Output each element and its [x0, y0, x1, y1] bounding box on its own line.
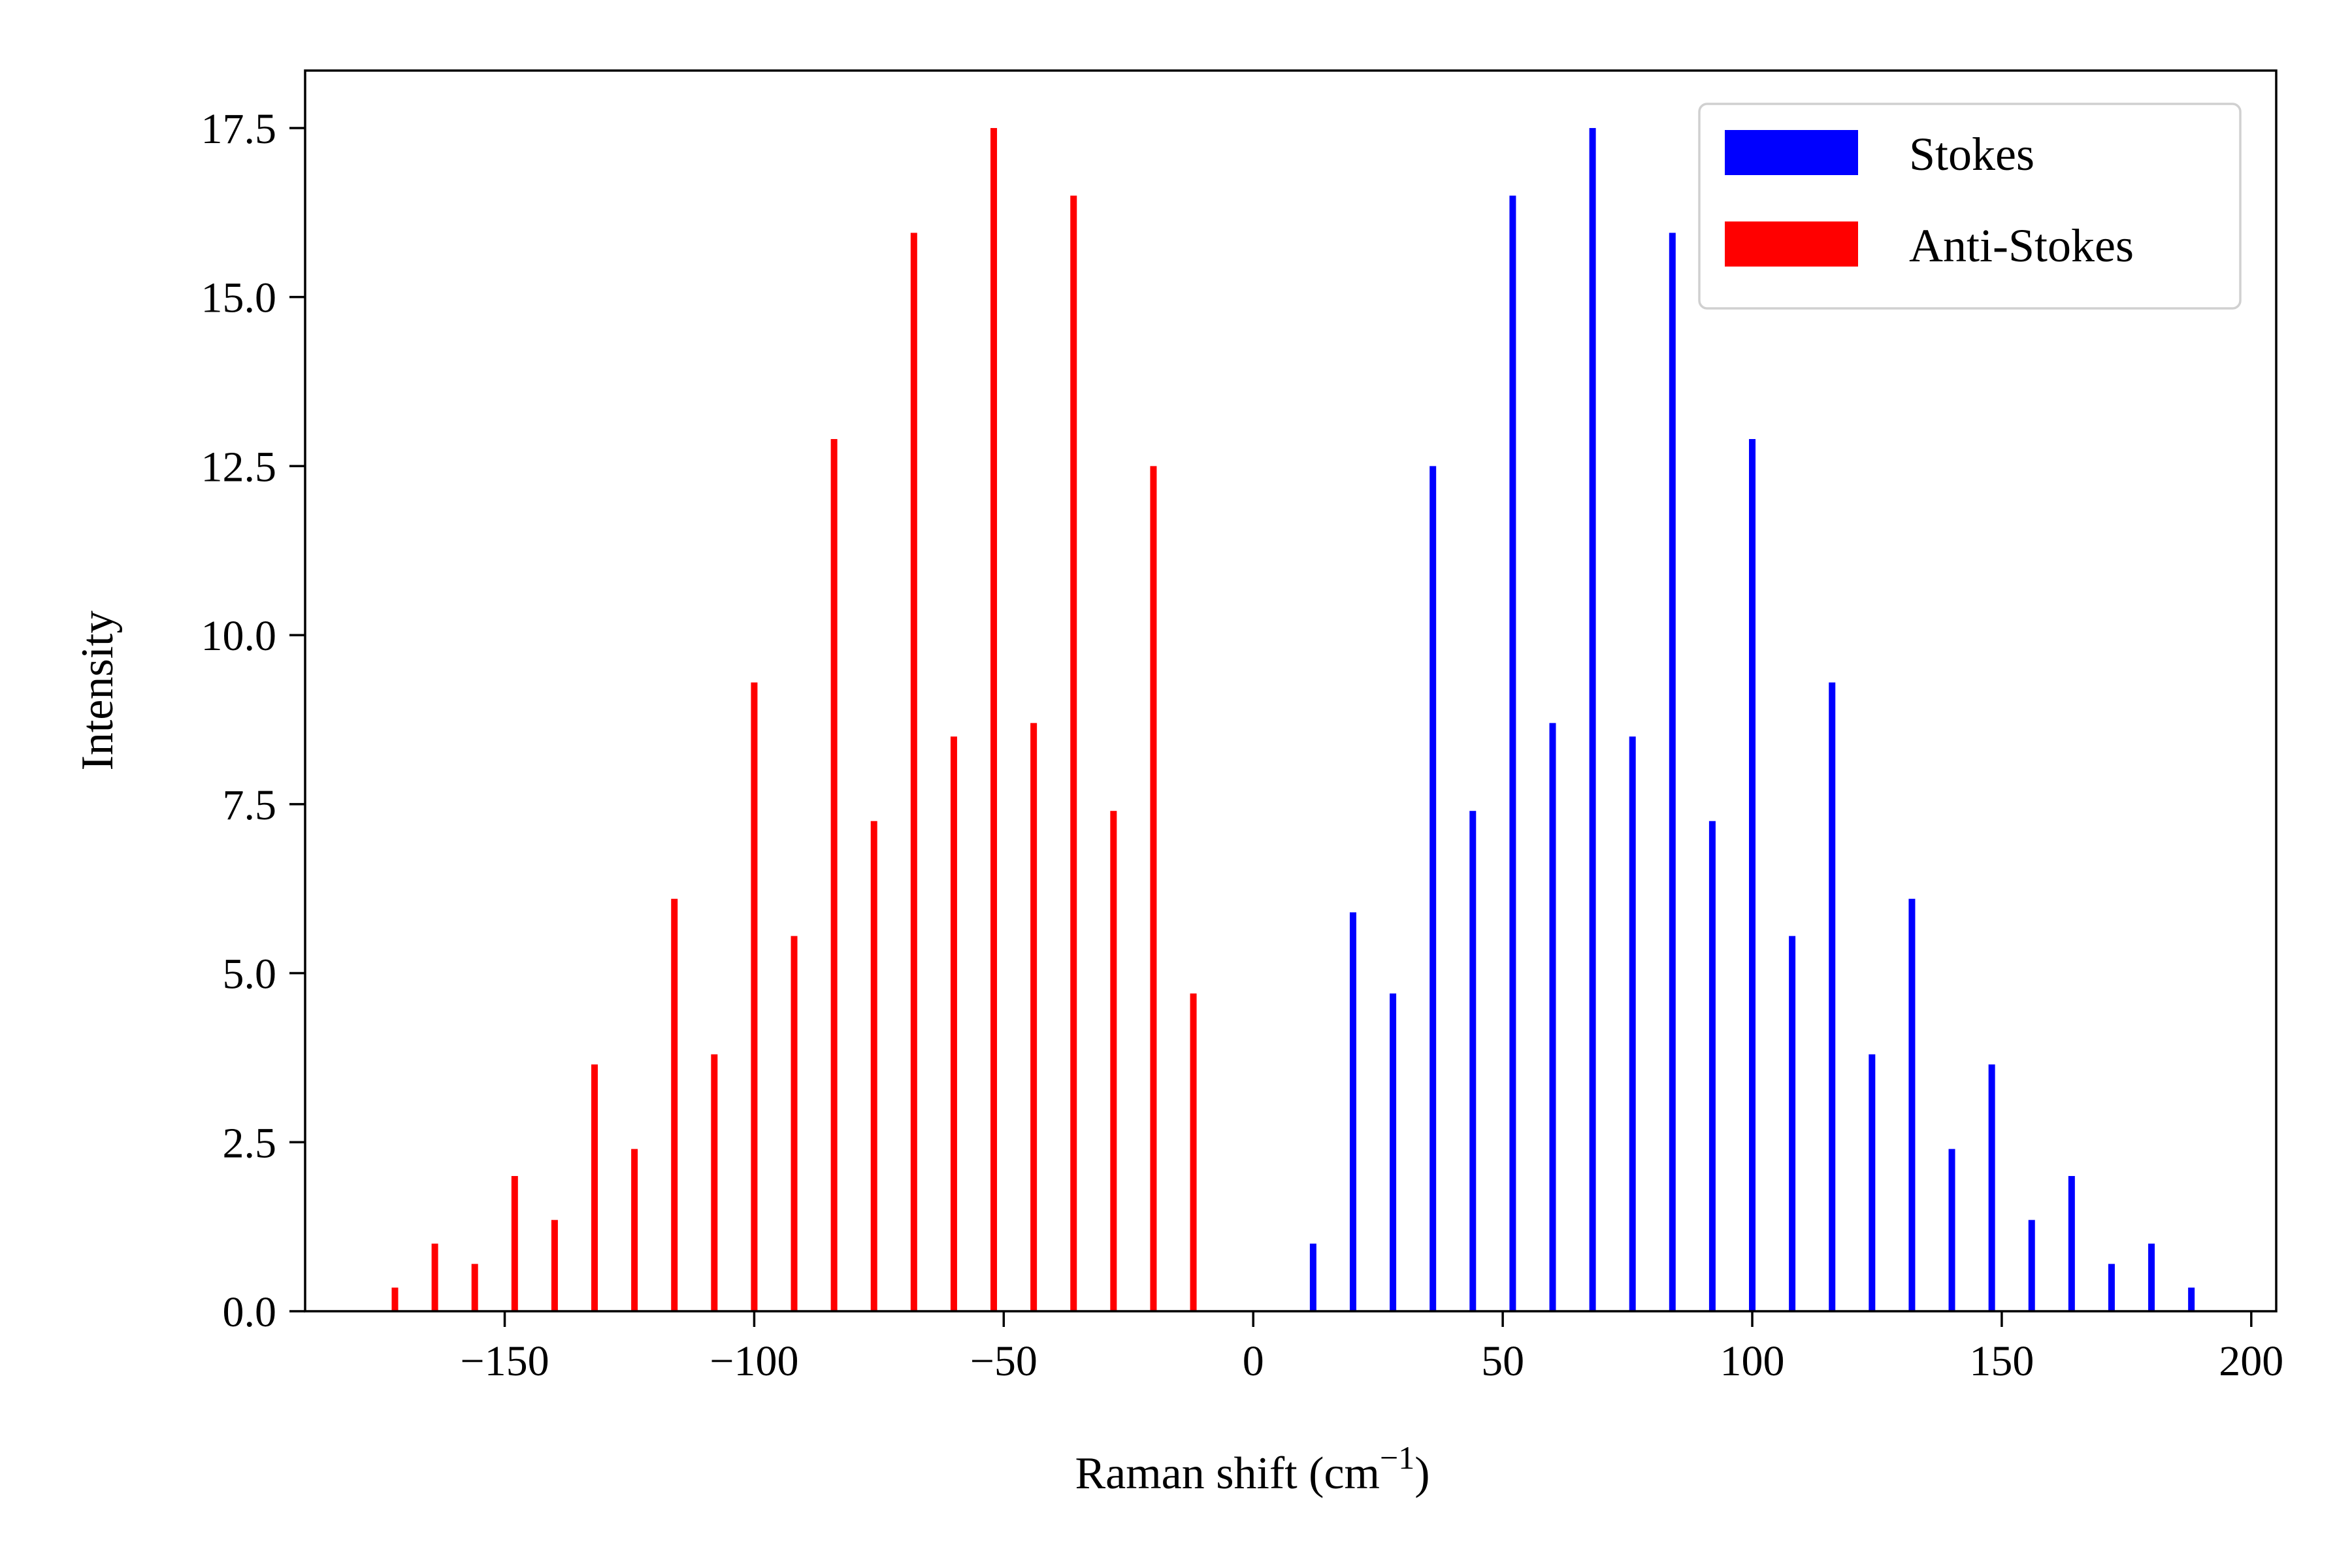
bar-anti-stokes-8 — [870, 821, 877, 1311]
bar-anti-stokes-14 — [631, 1149, 638, 1311]
bar-stokes-11 — [1749, 439, 1756, 1311]
x-tick-label: 200 — [2219, 1337, 2283, 1385]
bar-stokes-19 — [2068, 1176, 2075, 1311]
bar-anti-stokes-9 — [830, 439, 838, 1311]
bar-anti-stokes-5 — [990, 127, 998, 1311]
y-axis-title: Intensity — [73, 611, 123, 771]
x-tick-label: −100 — [710, 1337, 798, 1385]
x-tick-label: 150 — [1969, 1337, 2034, 1385]
legend-swatch-stokes — [1725, 130, 1858, 175]
x-tick-label: 100 — [1720, 1337, 1785, 1385]
bar-anti-stokes-0 — [1190, 993, 1197, 1311]
bar-stokes-1 — [1349, 912, 1356, 1311]
bar-anti-stokes-6 — [950, 736, 957, 1311]
x-tick-label: −50 — [970, 1337, 1037, 1385]
bar-anti-stokes-1 — [1150, 466, 1157, 1311]
bar-stokes-7 — [1589, 127, 1596, 1311]
bar-anti-stokes-13 — [671, 898, 678, 1311]
y-tick-label: 17.5 — [201, 105, 277, 153]
bar-anti-stokes-10 — [791, 936, 798, 1311]
x-tick-label: −150 — [460, 1337, 549, 1385]
bar-stokes-13 — [1829, 682, 1836, 1311]
y-tick-label: 7.5 — [223, 781, 277, 829]
legend-label-stokes: Stokes — [1909, 128, 2034, 180]
legend: Stokes Anti-Stokes — [1698, 103, 2242, 310]
bar-stokes-2 — [1390, 993, 1397, 1311]
bar-stokes-4 — [1469, 811, 1477, 1311]
y-tick-label: 2.5 — [223, 1119, 277, 1167]
y-tick-label: 5.0 — [223, 951, 277, 998]
bar-stokes-17 — [1988, 1064, 1995, 1311]
x-axis-title: Raman shift (cm−1) — [1075, 1439, 1429, 1499]
bar-anti-stokes-20 — [391, 1287, 399, 1311]
bar-stokes-0 — [1309, 1243, 1316, 1311]
bar-stokes-15 — [1908, 898, 1916, 1311]
plot-frame — [304, 69, 2278, 1313]
x-tick-label: 50 — [1481, 1337, 1524, 1385]
y-tick-label: 10.0 — [201, 612, 277, 660]
bar-stokes-22 — [2188, 1287, 2195, 1311]
bar-stokes-10 — [1708, 821, 1716, 1311]
bar-anti-stokes-11 — [751, 682, 758, 1311]
bar-stokes-21 — [2148, 1243, 2155, 1311]
bar-stokes-9 — [1669, 233, 1676, 1311]
x-tick-label: 0 — [1243, 1337, 1264, 1385]
y-tick-label: 12.5 — [201, 443, 277, 491]
bar-anti-stokes-15 — [591, 1064, 598, 1311]
bar-anti-stokes-2 — [1110, 811, 1117, 1311]
bar-stokes-5 — [1509, 195, 1516, 1312]
y-tick-label: 0.0 — [223, 1288, 277, 1336]
x-axis: −150 −100 −50 0 50 100 150 200 — [460, 1311, 2283, 1385]
bar-stokes-14 — [1869, 1054, 1876, 1311]
bar-anti-stokes-17 — [511, 1176, 518, 1311]
bar-stokes-8 — [1629, 736, 1636, 1311]
y-axis: 0.0 2.5 5.0 7.5 10.0 12.5 15.0 17.5 — [201, 105, 305, 1336]
bar-anti-stokes-16 — [551, 1220, 558, 1311]
bar-stokes-18 — [2028, 1220, 2035, 1311]
legend-swatch-anti-stokes — [1725, 221, 1858, 267]
bar-stokes-6 — [1549, 723, 1556, 1311]
bars-layer — [391, 127, 2195, 1312]
bar-anti-stokes-12 — [711, 1054, 718, 1311]
bar-stokes-12 — [1789, 936, 1796, 1311]
bar-anti-stokes-3 — [1070, 195, 1077, 1312]
bar-anti-stokes-4 — [1030, 723, 1037, 1311]
legend-label-anti-stokes: Anti-Stokes — [1909, 220, 2134, 272]
bar-anti-stokes-19 — [431, 1243, 438, 1311]
bar-stokes-3 — [1429, 466, 1437, 1311]
bar-stokes-20 — [2108, 1264, 2115, 1311]
y-tick-label: 15.0 — [201, 274, 277, 322]
bar-anti-stokes-7 — [910, 233, 917, 1311]
bar-stokes-16 — [1948, 1149, 1955, 1311]
bar-anti-stokes-18 — [471, 1264, 478, 1311]
